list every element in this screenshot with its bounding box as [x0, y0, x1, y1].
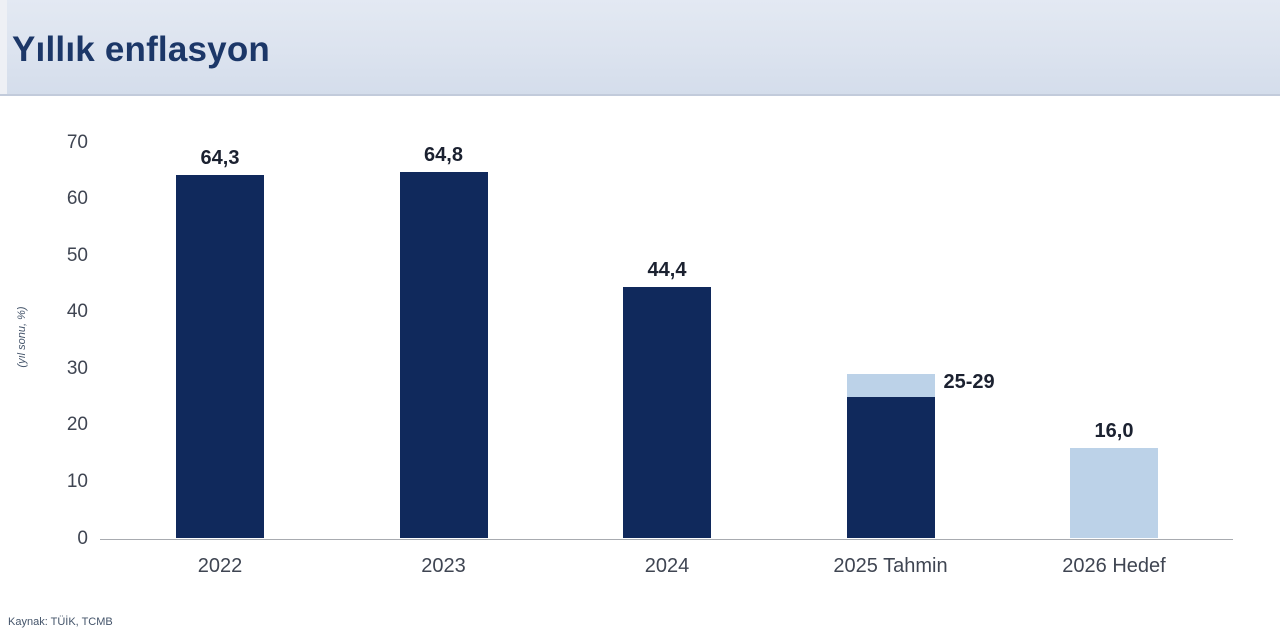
bar-segment-dark	[623, 287, 711, 539]
x-tick-label: 2023	[421, 554, 466, 577]
bar-value-label: 64,3	[200, 146, 240, 169]
y-tick-label: 30	[66, 357, 88, 379]
bar-value-label: 64,8	[424, 143, 463, 166]
y-tick-label: 40	[66, 301, 88, 323]
bar-segment-dark	[176, 174, 264, 539]
title-bar-left-strip	[0, 0, 7, 94]
y-tick-label: 50	[66, 244, 88, 266]
bar-segment-dark	[399, 171, 488, 539]
x-tick-label: 2024	[644, 554, 690, 577]
inflation-bar-chart: (yıl sonu, %) 0 10 20 30 40 50 60 70 64,3 2022 64,…	[0, 96, 1280, 616]
bar-value-label: 44,4	[647, 259, 687, 282]
title-bar: Yıllık enflasyon	[0, 0, 1280, 96]
bar-segment-dark	[846, 397, 935, 539]
bar-value-label: 25-29	[943, 371, 995, 394]
y-tick-label: 10	[66, 470, 88, 492]
y-tick-label: 0	[77, 527, 88, 549]
x-tick-label: 2026 Hedef	[1062, 554, 1166, 577]
page-title: Yıllık enflasyon	[12, 30, 271, 69]
x-tick-label: 2022	[197, 554, 243, 577]
bar-value-label: 16,0	[1094, 419, 1134, 442]
x-axis-line	[100, 538, 1233, 540]
y-tick-label: 20	[66, 414, 88, 436]
bar-segment-light	[846, 374, 935, 398]
y-tick-label: 60	[66, 188, 88, 210]
x-tick-label: 2025 Tahmin	[833, 554, 948, 577]
source-note: Kaynak: TÜİK, TCMB	[8, 616, 113, 628]
bar-segment-light	[1070, 447, 1158, 539]
y-tick-label: 70	[66, 131, 88, 153]
